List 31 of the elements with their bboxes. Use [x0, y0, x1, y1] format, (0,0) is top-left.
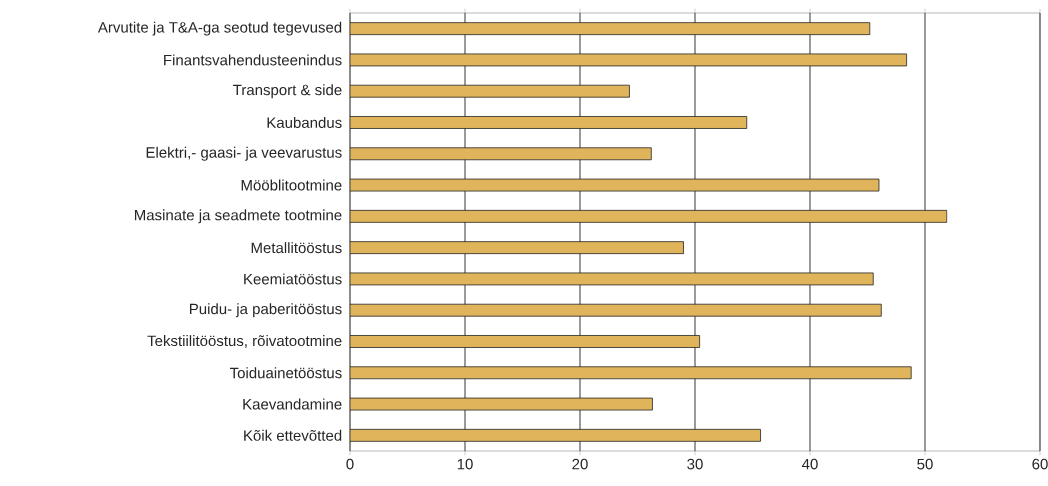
bar [350, 116, 748, 129]
bar [350, 241, 684, 255]
y-tick-label: Kaevandamine [243, 398, 342, 410]
y-tick-label: Puidu- ja paberitööstus [190, 303, 342, 318]
x-tick-label: 20 [572, 458, 588, 470]
y-tick-label: Kaubandus [267, 116, 342, 128]
y-tick-label: Transport & side [233, 84, 342, 99]
y-tick-label: Elektri,- gaasi- ja veevarustus [146, 146, 342, 161]
y-tick-label: Metallitööstus [251, 242, 342, 254]
bar [350, 303, 882, 317]
y-tick-label: Kõik ettevõtted [244, 429, 342, 441]
bar [350, 22, 871, 36]
y-tick-label: Tekstiilitööstus, rõivatootmine [147, 335, 342, 348]
bar [350, 84, 630, 98]
x-tick-label: 40 [802, 458, 818, 470]
x-tick-label: 10 [457, 458, 473, 470]
x-tick-label: 60 [1032, 458, 1048, 470]
y-tick-label: Masinate ja seadmete tootmine [134, 209, 342, 224]
y-tick-label: Finantsvahendusteenindus [164, 54, 342, 66]
y-tick-label: Arvutite ja T&A-ga seotud tegevused [97, 21, 342, 36]
x-tick-label: 50 [917, 458, 933, 470]
y-tick-label: Keemiatööstus [244, 273, 342, 285]
x-tick-label: 30 [687, 458, 703, 470]
bar [350, 428, 761, 442]
bar [350, 366, 912, 380]
y-tick-label: Toiduainetööstus [229, 367, 342, 379]
bar [350, 147, 652, 161]
bar [350, 335, 700, 348]
x-tick-label: 0 [346, 458, 354, 470]
bar [350, 209, 948, 223]
y-tick-label: Mööblitootmine [241, 179, 342, 191]
